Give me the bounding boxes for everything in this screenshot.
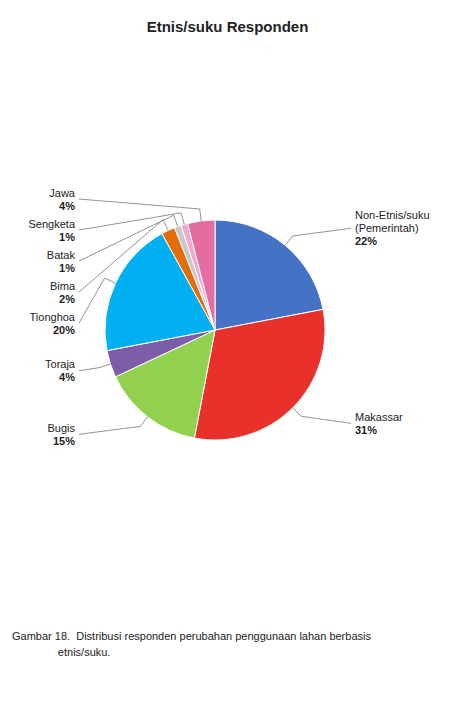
slice-label: Toraja4% xyxy=(45,358,76,383)
category-label: Toraja xyxy=(45,358,76,370)
category-label-line: Tionghoa xyxy=(30,311,76,323)
category-label: Bugis xyxy=(47,422,75,434)
value-label: 20% xyxy=(53,324,75,336)
category-label: Jawa xyxy=(49,187,76,199)
category-label: Non-Etnis/suku(Pemerintah) xyxy=(355,209,430,234)
leader-line xyxy=(285,228,351,245)
value-label: 4% xyxy=(59,371,75,383)
category-label-line: Toraja xyxy=(45,358,76,370)
value-label: 22% xyxy=(355,235,377,247)
value-label: 2% xyxy=(59,293,75,305)
leader-line xyxy=(79,364,110,371)
leader-line xyxy=(79,213,184,230)
value-label: 15% xyxy=(53,435,75,447)
slices xyxy=(105,220,325,440)
slice-label: Bima2% xyxy=(50,280,76,305)
category-label-line: Batak xyxy=(47,249,76,261)
caption: etnis/suku. xyxy=(12,646,110,658)
slice-label: Tionghoa20% xyxy=(30,311,76,336)
pie xyxy=(105,220,325,440)
leader-line xyxy=(79,278,115,323)
leader-line xyxy=(79,417,148,434)
category-label: Bima xyxy=(50,280,76,292)
chart: Etnis/suku Responden Non-Etnis/suku(Pemer… xyxy=(0,0,455,701)
value-label: 1% xyxy=(59,231,75,243)
value-label: 31% xyxy=(355,424,377,436)
slice-label: Batak1% xyxy=(47,249,76,274)
category-label-line: Makassar xyxy=(355,411,403,423)
chart-title: Etnis/suku Responden xyxy=(147,18,309,35)
category-label: Tionghoa xyxy=(30,311,76,323)
slice-label: Bugis15% xyxy=(47,422,75,447)
slice-label: Non-Etnis/suku(Pemerintah)22% xyxy=(355,209,430,247)
category-label-line: Non-Etnis/suku xyxy=(355,209,430,221)
category-label-line: (Pemerintah) xyxy=(355,222,419,234)
slice-label: Makassar31% xyxy=(355,411,403,436)
category-label: Batak xyxy=(47,249,76,261)
value-label: 4% xyxy=(59,200,75,212)
category-label: Sengketa xyxy=(29,218,76,230)
pie-slice xyxy=(188,220,215,330)
slice-label: Jawa4% xyxy=(49,187,76,212)
category-label-line: Bugis xyxy=(47,422,75,434)
category-label-line: Sengketa xyxy=(29,218,76,230)
slice-label: Sengketa1% xyxy=(29,218,76,243)
slice-labels: Non-Etnis/suku(Pemerintah)22% Makassar31%… xyxy=(29,187,430,447)
category-label-line: Bima xyxy=(50,280,76,292)
leader-line xyxy=(293,408,351,424)
leader-line xyxy=(79,199,201,221)
caption: Gambar 18. Distribusi responden perubaha… xyxy=(12,630,371,642)
value-label: 1% xyxy=(59,262,75,274)
category-label: Makassar xyxy=(355,411,403,423)
category-label-line: Jawa xyxy=(49,187,76,199)
leader-line xyxy=(79,220,168,292)
